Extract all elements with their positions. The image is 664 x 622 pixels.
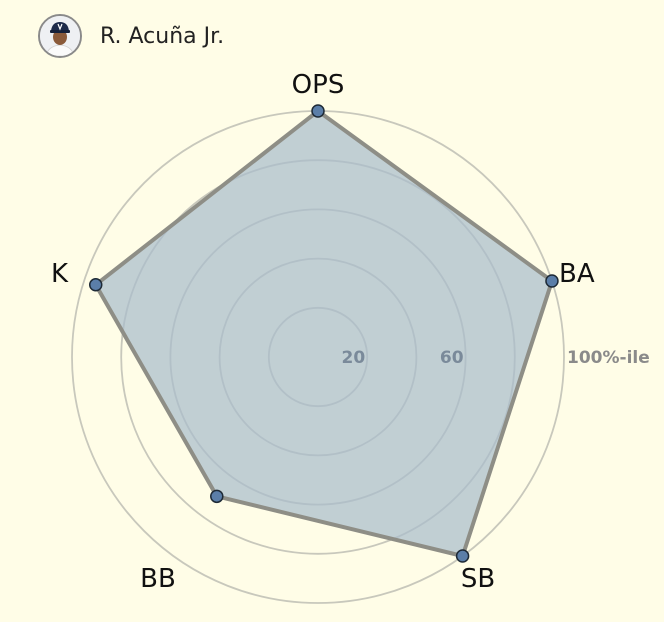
player-header: R. Acuña Jr. <box>38 12 224 60</box>
ring-label-100: 100%-ile <box>567 348 650 368</box>
data-area <box>93 109 554 558</box>
data-point-ba <box>545 274 559 288</box>
ring-label-60: 60 <box>440 348 464 368</box>
player-headshot-icon <box>40 16 80 56</box>
data-point-bb <box>210 489 224 504</box>
data-point-k <box>88 278 103 292</box>
axis-label-bb: BB <box>140 564 176 594</box>
axis-label-ops: OPS <box>292 70 345 100</box>
ring-label-20: 20 <box>342 348 366 368</box>
ring-labels: 20 60 100%-ile <box>342 348 650 368</box>
axis-label-ba: BA <box>559 259 595 289</box>
player-avatar <box>38 14 82 58</box>
data-point-ops <box>311 104 325 118</box>
data-point-sb <box>455 549 470 563</box>
player-name: R. Acuña Jr. <box>100 23 225 49</box>
axis-label-sb: SB <box>461 564 495 594</box>
data-points <box>88 104 559 563</box>
axis-labels: OPS BA SB BB K <box>51 70 595 594</box>
axis-label-k: K <box>51 259 69 289</box>
